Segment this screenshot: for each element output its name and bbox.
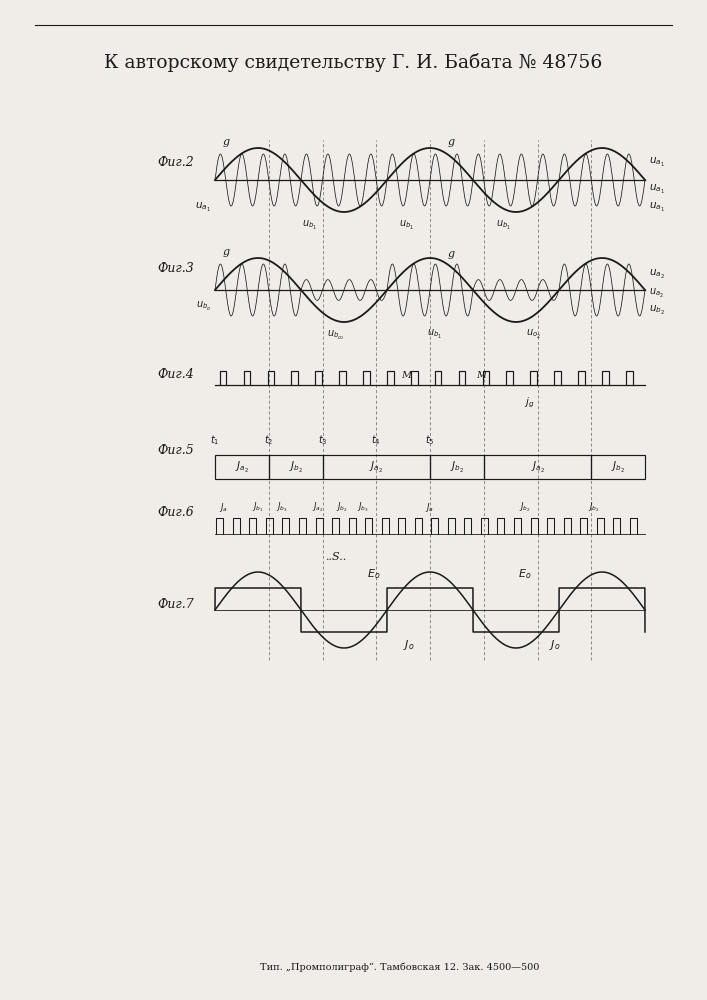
Text: $\mathit{u_{b_2}}$: $\mathit{u_{b_2}}$ [649, 304, 665, 317]
Text: $E_o$: $E_o$ [368, 567, 381, 581]
Text: $J_{a_2}$: $J_{a_2}$ [530, 459, 544, 475]
Text: $\mathit{u_{a_1}}$: $\mathit{u_{a_1}}$ [649, 156, 665, 169]
Text: $t_3$: $t_3$ [317, 433, 327, 447]
Bar [322, 455, 430, 479]
Text: $J_a$: $J_a$ [426, 501, 435, 514]
Text: $\mathit{u_{a_2}}$: $\mathit{u_{a_2}}$ [649, 287, 664, 300]
Text: ..S..: ..S.. [325, 552, 346, 562]
Text: Тип. „Промполиграф“. Тамбовская 12. Зак. 4500—500: Тип. „Промполиграф“. Тамбовская 12. Зак.… [260, 962, 539, 972]
Text: $J_{b_2}$: $J_{b_2}$ [288, 459, 303, 475]
Text: Фиг.5: Фиг.5 [157, 444, 194, 456]
Text: M: M [402, 371, 411, 380]
Text: Фиг.4: Фиг.4 [157, 368, 194, 381]
Text: Фиг.2: Фиг.2 [157, 155, 194, 168]
Text: g: g [223, 137, 230, 147]
Text: M: M [477, 371, 486, 380]
Text: $J_o$: $J_o$ [403, 638, 414, 652]
Text: $t_5$: $t_5$ [425, 433, 435, 447]
Text: $\mathit{u_{a_1}}$: $\mathit{u_{a_1}}$ [649, 201, 665, 214]
Bar [591, 455, 645, 479]
Bar [215, 455, 269, 479]
Text: $J_o$: $J_o$ [549, 638, 561, 652]
Text: g: g [448, 249, 455, 259]
Text: $J_{b_3}$: $J_{b_3}$ [358, 500, 369, 514]
Text: $J_{b_2}$: $J_{b_2}$ [450, 459, 464, 475]
Text: $E_o$: $E_o$ [518, 567, 531, 581]
Text: g: g [448, 137, 455, 147]
Text: $J_{b_1}$: $J_{b_1}$ [252, 500, 264, 514]
Text: $\mathit{u_{b_1}}$: $\mathit{u_{b_1}}$ [399, 219, 414, 232]
Text: g: g [223, 247, 230, 257]
Text: Фиг.6: Фиг.6 [157, 506, 194, 520]
Text: $\mathit{u_{b_1}}$: $\mathit{u_{b_1}}$ [302, 219, 317, 232]
Text: Фиг.3: Фиг.3 [157, 261, 194, 274]
Bar [430, 455, 484, 479]
Text: $J_{b_2}$: $J_{b_2}$ [519, 500, 530, 514]
Text: $J_{a_2}$: $J_{a_2}$ [369, 459, 383, 475]
Text: $\mathit{u_{o_2}}$: $\mathit{u_{o_2}}$ [526, 328, 541, 341]
Text: $j_g$: $j_g$ [524, 396, 534, 410]
Text: $J_{b_2}$: $J_{b_2}$ [336, 500, 348, 514]
Text: $\mathit{u_{b_1}}$: $\mathit{u_{b_1}}$ [496, 219, 510, 232]
Text: $J_{a_2}$: $J_{a_2}$ [312, 500, 324, 514]
Text: $J_{b_2}$: $J_{b_2}$ [588, 500, 600, 514]
Text: $t_2$: $t_2$ [264, 433, 274, 447]
Text: $J_{a_2}$: $J_{a_2}$ [235, 459, 249, 475]
Text: $\mathit{u_{a_1}}$: $\mathit{u_{a_1}}$ [649, 183, 665, 196]
Text: $\mathit{u_{a_1}}$: $\mathit{u_{a_1}}$ [195, 201, 211, 214]
Bar [484, 455, 591, 479]
Text: $\mathit{u_{b_{o_2}}}$: $\mathit{u_{b_{o_2}}}$ [327, 328, 344, 342]
Text: $J_{b_3}$: $J_{b_3}$ [276, 500, 288, 514]
Text: Фиг.7: Фиг.7 [157, 598, 194, 611]
Text: $J_a$: $J_a$ [219, 501, 228, 514]
Text: $t_1$: $t_1$ [210, 433, 220, 447]
Bar [269, 455, 322, 479]
Text: $t_4$: $t_4$ [371, 433, 381, 447]
Text: $J_{b_2}$: $J_{b_2}$ [611, 459, 625, 475]
Text: $\mathit{u_{a_2}}$: $\mathit{u_{a_2}}$ [649, 267, 665, 281]
Text: $\mathit{u_{b_1}}$: $\mathit{u_{b_1}}$ [427, 328, 442, 341]
Text: $\mathit{u_{b_o}}$: $\mathit{u_{b_o}}$ [196, 299, 211, 313]
Text: К авторскому свидетельству Г. И. Бабата № 48756: К авторскому свидетельству Г. И. Бабата … [104, 52, 602, 72]
